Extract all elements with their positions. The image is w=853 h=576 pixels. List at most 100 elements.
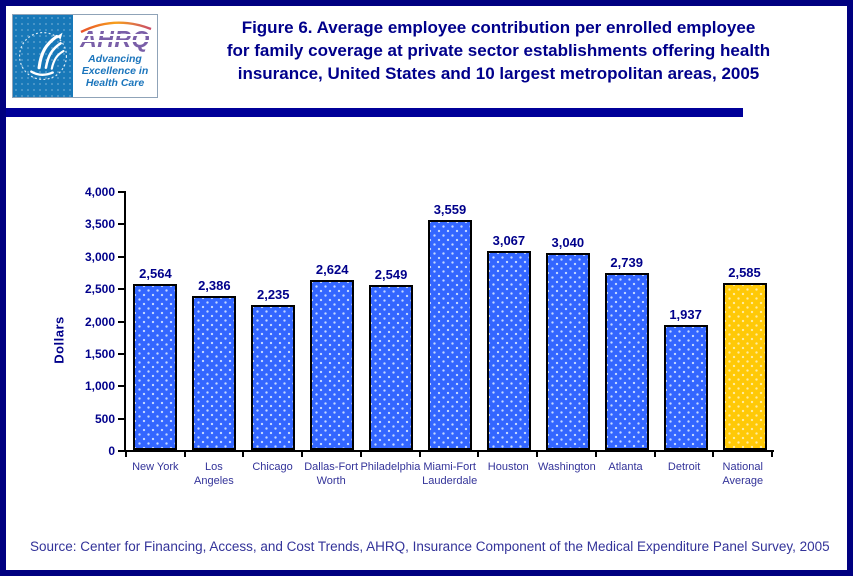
header-divider-rule xyxy=(6,108,743,117)
x-category-label: Atlanta xyxy=(608,461,643,473)
bar-slot: 2,564 xyxy=(126,191,185,450)
bar xyxy=(251,305,296,450)
y-tick: 500 xyxy=(95,412,124,426)
y-tick-label: 1,500 xyxy=(84,346,115,361)
y-tick: 3,500 xyxy=(85,217,124,231)
hhs-eagle-icon xyxy=(18,31,68,81)
y-tick: 0 xyxy=(108,444,124,458)
bar-slot: 3,559 xyxy=(421,191,480,450)
bar xyxy=(369,284,414,450)
bar xyxy=(486,251,531,450)
y-tick-label: 2,500 xyxy=(84,282,115,297)
source-note: Source: Center for Financing, Access, an… xyxy=(30,539,830,554)
ahrq-wordmark: AHRQ xyxy=(78,26,152,52)
y-tick-label: 1,000 xyxy=(84,379,115,394)
y-tick: 1,500 xyxy=(85,347,124,361)
x-category-label: New York xyxy=(132,461,179,473)
rainbow-arc-icon xyxy=(80,21,152,33)
y-tick-label: 3,000 xyxy=(84,249,115,264)
x-tick-mark xyxy=(712,452,715,457)
bar-slot: 3,067 xyxy=(479,191,538,450)
bar xyxy=(604,272,649,450)
bar-chart: Dollars 0 500 1,000 1,500 2,000 2,500 3,000 3,5… xyxy=(46,185,847,488)
bar-value-label: 2,739 xyxy=(610,254,643,270)
y-tick-mark xyxy=(118,417,124,420)
wordmark-stripe xyxy=(78,40,152,42)
y-tick: 2,000 xyxy=(85,315,124,329)
bar-value-label: 2,235 xyxy=(256,287,290,303)
y-tick-mark xyxy=(118,385,124,388)
y-tick-label: 2,000 xyxy=(84,314,115,329)
plot-area: 2,564 2,386 2,235 2,624 2,549 3,559 3,067 3,040… xyxy=(124,191,774,452)
ahrq-tagline: Advancing Excellence in Health Care xyxy=(81,53,149,89)
x-tick-mark xyxy=(653,452,656,457)
y-tick-mark xyxy=(118,288,124,291)
bar-value-label: 2,386 xyxy=(198,277,231,293)
y-tick-mark xyxy=(118,320,124,323)
bar-value-label: 3,040 xyxy=(551,235,585,251)
x-tick-mark xyxy=(301,452,304,457)
bar xyxy=(545,253,590,450)
bar xyxy=(310,280,355,450)
x-tick-mark xyxy=(477,452,480,457)
x-axis-ticks xyxy=(125,452,773,457)
y-axis-title-text: Dollars xyxy=(51,315,67,364)
bar xyxy=(133,283,178,450)
figure-header: AHRQ Advancing Excellence in Health Care… xyxy=(6,6,847,98)
x-tick-mark xyxy=(771,452,773,457)
x-category-label: Philadelphia xyxy=(360,461,421,473)
x-tick-mark xyxy=(418,452,421,457)
y-tick-mark xyxy=(118,450,124,452)
x-category-label: Dallas-Fort Worth xyxy=(304,461,359,487)
y-tick: 2,500 xyxy=(85,282,124,296)
x-tick-mark xyxy=(242,452,245,457)
y-tick-mark xyxy=(118,191,124,193)
bar xyxy=(192,295,237,450)
x-tick-mark xyxy=(183,452,186,457)
bar-slot: 2,739 xyxy=(597,191,656,450)
x-category-label: Chicago xyxy=(252,461,293,473)
bar-value-label: 2,624 xyxy=(315,262,349,278)
y-tick-label: 4,000 xyxy=(84,185,115,199)
x-category-label: Los Angeles xyxy=(194,461,234,487)
bar-slot: 3,040 xyxy=(538,191,597,450)
y-tick: 4,000 xyxy=(85,185,124,199)
hhs-seal xyxy=(13,15,73,97)
bar-value-label: 2,549 xyxy=(374,266,408,282)
bar-slot: 2,585 xyxy=(715,191,774,450)
bar-slot: 2,235 xyxy=(244,191,303,450)
bar-value-label: 3,067 xyxy=(492,233,526,249)
x-category-label: Detroit xyxy=(667,461,701,473)
bar xyxy=(427,219,472,450)
x-category-label: Houston xyxy=(487,461,529,473)
wordmark-stripe xyxy=(78,34,152,36)
y-tick-mark xyxy=(118,223,124,226)
bar-slot: 2,549 xyxy=(362,191,421,450)
y-tick: 3,000 xyxy=(85,250,124,264)
bar-slot: 1,937 xyxy=(656,191,715,450)
x-axis-labels: New York Los Angeles Chicago Dallas-Fort Wo… xyxy=(126,457,772,488)
bar-value-label: 1,937 xyxy=(669,306,702,322)
bar-value-label: 3,559 xyxy=(433,201,467,217)
x-category-label: National Average xyxy=(722,461,764,487)
x-tick-mark xyxy=(594,452,597,457)
x-tick-mark xyxy=(536,452,539,457)
ahrq-wordmark-text: AHRQ xyxy=(80,26,150,52)
bar-slot: 2,624 xyxy=(303,191,362,450)
figure-title: Figure 6. Average employee contribution … xyxy=(226,18,771,83)
y-tick-label: 3,500 xyxy=(84,217,115,232)
bar-slot: 2,386 xyxy=(185,191,244,450)
y-tick-mark xyxy=(118,255,124,258)
y-tick-label: 500 xyxy=(94,411,115,426)
y-tick-label: 0 xyxy=(108,444,115,458)
x-category-label: Washington xyxy=(538,461,596,473)
plot-column: 2,564 2,386 2,235 2,624 2,549 3,559 3,067 3,040… xyxy=(124,191,774,488)
hhs-ahrq-logo: AHRQ Advancing Excellence in Health Care xyxy=(12,14,158,98)
bar xyxy=(663,324,708,450)
x-tick-mark xyxy=(125,452,127,457)
y-tick: 1,000 xyxy=(85,379,124,393)
bar-national-average xyxy=(722,282,767,450)
bar-value-label: 2,564 xyxy=(139,265,172,281)
y-axis: 0 500 1,000 1,500 2,000 2,500 3,000 3,500 4,000 xyxy=(72,185,124,458)
